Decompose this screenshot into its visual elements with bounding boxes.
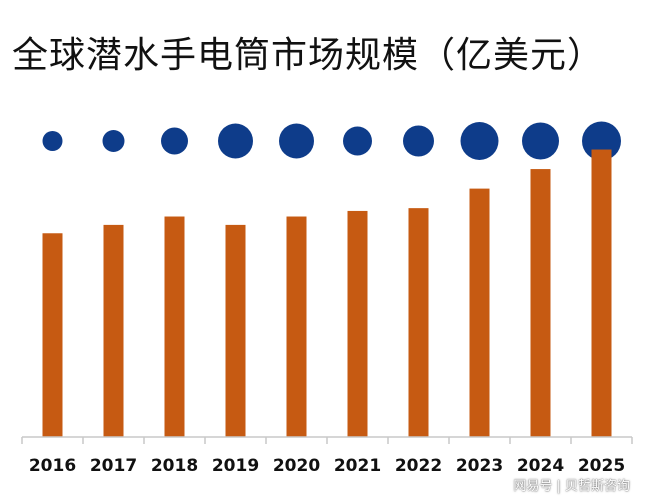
bubble-2022: [403, 125, 434, 157]
bubble-2024: [522, 122, 559, 160]
bar-2018: [164, 216, 185, 437]
x-tick-label: 2024: [517, 456, 564, 476]
bar-2017: [103, 224, 124, 437]
bubble-2023: [460, 122, 499, 160]
x-tick-label: 2025: [578, 456, 625, 476]
x-axis-ticks: [21, 437, 633, 444]
bubble-2019: [218, 123, 253, 159]
bar-2020: [286, 216, 307, 437]
x-axis-labels: 2016 2017 2018 2019 2020 2021 2022 2023 2024 2025: [29, 456, 625, 476]
bar-2025: [591, 149, 612, 437]
bubble-row: [42, 121, 621, 161]
bubble-2016: [42, 131, 63, 151]
watermark: 网易号 | 贝哲斯咨询: [513, 479, 630, 494]
bar-series: [42, 149, 612, 437]
x-tick-label: 2022: [395, 456, 442, 476]
bar-2019: [225, 224, 246, 437]
x-tick-label: 2021: [334, 456, 381, 476]
x-tick-label: 2018: [151, 456, 198, 476]
x-tick-label: 2016: [29, 456, 76, 476]
bar-2021: [347, 210, 368, 437]
bubble-2017: [102, 130, 125, 152]
x-tick-label: 2017: [90, 456, 137, 476]
x-tick-label: 2023: [456, 456, 503, 476]
bar-2023: [469, 188, 490, 437]
bar-2024: [530, 169, 551, 437]
bubble-2018: [161, 127, 188, 155]
page-title: 全球潜水手电筒市场规模（亿美元）: [12, 35, 605, 76]
x-tick-label: 2020: [273, 456, 320, 476]
bubble-2020: [279, 123, 314, 159]
bar-2016: [42, 233, 63, 437]
x-tick-label: 2019: [212, 456, 259, 476]
bubble-2021: [343, 126, 372, 156]
bar-2022: [408, 208, 429, 437]
